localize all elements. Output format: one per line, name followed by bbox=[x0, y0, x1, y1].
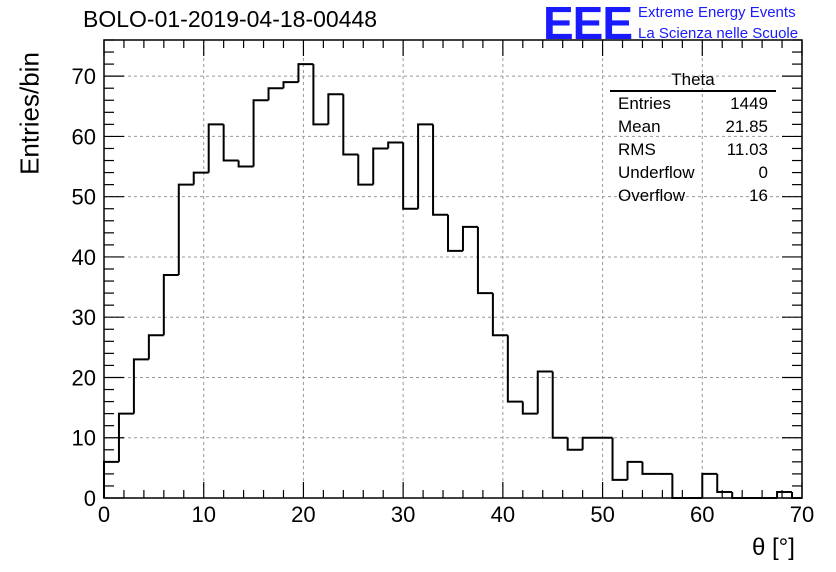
histogram-bin bbox=[536, 370, 553, 414]
stats-label: Entries bbox=[618, 94, 671, 113]
histogram-bin bbox=[267, 87, 284, 101]
histogram-bin bbox=[506, 335, 523, 403]
y-tick-label: 50 bbox=[72, 185, 96, 210]
histogram-bin bbox=[297, 63, 314, 83]
stats-row-underflow: Underflow 0 bbox=[610, 161, 776, 184]
eee-line-2: La Scienza nelle Scuole bbox=[638, 25, 799, 42]
y-tick-label: 20 bbox=[72, 365, 96, 390]
histogram-bin bbox=[491, 293, 508, 337]
stats-value: 0 bbox=[758, 163, 768, 182]
histogram-bin bbox=[461, 225, 478, 251]
x-axis-label: θ [°] bbox=[752, 534, 795, 561]
histogram-bin bbox=[312, 64, 329, 126]
histogram-bin bbox=[581, 436, 598, 450]
histogram-bin bbox=[716, 473, 733, 493]
x-tick-label: 30 bbox=[391, 502, 415, 527]
stats-row-overflow: Overflow 16 bbox=[610, 184, 776, 207]
y-tick-label: 0 bbox=[84, 486, 96, 511]
y-tick-label: 70 bbox=[72, 64, 96, 89]
histogram-bin bbox=[387, 141, 404, 149]
histogram bbox=[103, 63, 802, 499]
histogram-bin bbox=[776, 490, 793, 498]
x-tick-label: 50 bbox=[590, 502, 614, 527]
stats-title: Theta bbox=[610, 71, 776, 92]
chart-title: BOLO-01-2019-04-18-00448 bbox=[83, 6, 378, 32]
y-tick-label: 60 bbox=[72, 124, 96, 149]
x-tick-label: 0 bbox=[98, 502, 110, 527]
histogram-bin bbox=[611, 437, 628, 481]
y-tick-label: 40 bbox=[72, 245, 96, 270]
stats-label: Underflow bbox=[618, 163, 695, 182]
stats-label: Overflow bbox=[618, 186, 686, 205]
stats-value: 1449 bbox=[730, 94, 768, 113]
histogram-bin bbox=[521, 401, 538, 415]
histogram-bin bbox=[432, 124, 449, 216]
stats-box: Theta Entries 1449 Mean 21.85 RMS 11.03 … bbox=[610, 71, 776, 207]
y-tick-label: 10 bbox=[72, 426, 96, 451]
histogram-bin bbox=[177, 183, 194, 276]
histogram-bin bbox=[103, 460, 119, 498]
eee-logo: EEE bbox=[543, 0, 633, 49]
axis-ticks bbox=[103, 39, 803, 499]
histogram-bin bbox=[282, 81, 299, 89]
y-tick-label: 30 bbox=[72, 305, 96, 330]
histogram-bin bbox=[357, 154, 374, 186]
histogram-bin bbox=[207, 123, 224, 173]
histogram-bin bbox=[192, 171, 209, 185]
histogram-bin bbox=[147, 334, 164, 360]
stats-row-mean: Mean 21.85 bbox=[610, 115, 776, 138]
stats-value: 21.85 bbox=[725, 117, 768, 136]
histogram-bin bbox=[417, 123, 434, 209]
histogram-bin bbox=[791, 491, 802, 499]
histogram-bin bbox=[701, 472, 718, 498]
stats-value: 11.03 bbox=[726, 140, 768, 159]
histogram-bin bbox=[551, 371, 568, 439]
histogram-bin bbox=[252, 99, 269, 167]
x-tick-label: 10 bbox=[191, 502, 215, 527]
histogram-bin bbox=[132, 358, 149, 414]
histogram-bin bbox=[671, 473, 688, 499]
x-tick-label: 60 bbox=[690, 502, 714, 527]
x-tick-label: 20 bbox=[291, 502, 315, 527]
y-axis-label: Entries/bin bbox=[14, 52, 45, 175]
histogram-bin bbox=[372, 147, 389, 185]
histogram-bin bbox=[237, 160, 254, 168]
stats-label: Mean bbox=[618, 117, 661, 136]
stats-label: RMS bbox=[618, 140, 656, 159]
stats-row-rms: RMS 11.03 bbox=[610, 138, 776, 161]
histogram-bin bbox=[566, 437, 583, 451]
histogram-bin bbox=[731, 491, 748, 499]
stats-value: 16 bbox=[749, 186, 768, 205]
histogram-bin bbox=[626, 460, 643, 480]
histogram-bin bbox=[342, 94, 359, 156]
histogram-bin bbox=[162, 274, 179, 336]
histogram-bin bbox=[641, 461, 658, 475]
histogram-bin bbox=[117, 412, 134, 462]
histogram-bin bbox=[402, 142, 419, 210]
stats-row-entries: Entries 1449 bbox=[610, 92, 776, 115]
eee-line-1: Extreme Energy Events bbox=[638, 4, 796, 21]
tick-labels: 0 10 20 30 40 50 60 70 0 10 20 30 40 50 60 70 bbox=[72, 64, 815, 527]
x-tick-label: 70 bbox=[790, 502, 814, 527]
x-tick-label: 40 bbox=[491, 502, 515, 527]
histogram-bin bbox=[222, 124, 239, 162]
histogram-bin bbox=[327, 93, 344, 125]
histogram-bin bbox=[447, 214, 463, 252]
histogram-bin bbox=[476, 226, 493, 295]
grid bbox=[104, 40, 802, 498]
